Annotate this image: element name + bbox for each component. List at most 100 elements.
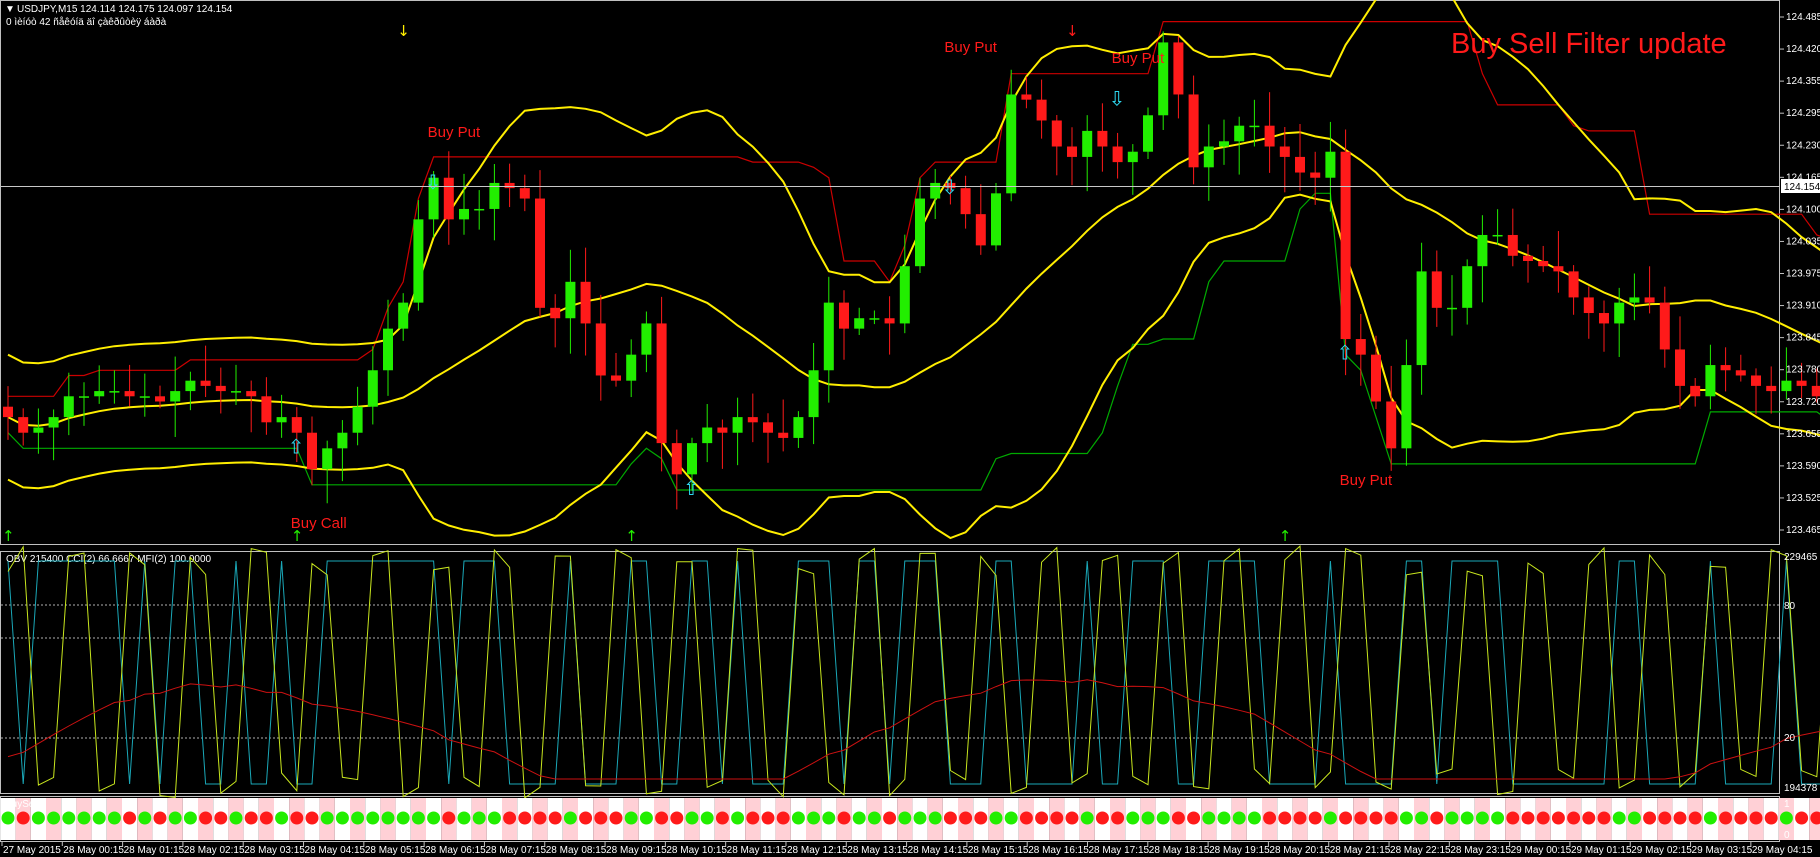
candle-body — [991, 193, 1001, 246]
candle-body — [307, 432, 317, 470]
x-tick-label: 28 May 21:15 — [1330, 845, 1391, 856]
bull-candle — [1219, 119, 1229, 165]
candle-body — [367, 370, 378, 407]
buy-dot — [62, 811, 76, 825]
candle-body — [155, 396, 165, 402]
bear-candle — [1675, 316, 1685, 409]
sell-dot — [153, 811, 167, 825]
x-tick-label: 28 May 04:15 — [305, 845, 366, 856]
candle-body — [1462, 266, 1473, 308]
candle-body — [1659, 302, 1670, 350]
candle-body — [1264, 125, 1275, 147]
buy-dot — [138, 811, 152, 825]
bull-candle — [109, 370, 120, 404]
sell-dot — [1551, 811, 1565, 825]
candle-body — [732, 417, 743, 433]
bull-candle — [1249, 99, 1260, 147]
buy-dot — [898, 811, 912, 825]
candle-body — [580, 281, 591, 324]
candle-body — [1219, 141, 1229, 147]
sell-dot — [533, 811, 547, 825]
candle-body — [215, 385, 226, 392]
buy-dot — [807, 811, 821, 825]
y-tick-label: 123.910 — [1786, 301, 1820, 312]
bull-candle — [899, 234, 910, 334]
x-tick-label: 28 May 18:15 — [1149, 845, 1210, 856]
down-arrow-icon: ⇩ — [1109, 87, 1126, 111]
buy-dot — [639, 811, 653, 825]
buy-dot — [822, 811, 836, 825]
y-tick-label: 123.975 — [1786, 269, 1820, 280]
candle-body — [1675, 349, 1685, 386]
bear-candle — [1173, 36, 1184, 119]
mfi-line — [7, 545, 1820, 799]
bull-candle — [474, 190, 485, 230]
x-tick-label: 28 May 22:15 — [1390, 845, 1451, 856]
candle-body — [595, 323, 606, 376]
candle-body — [1720, 365, 1731, 371]
candle-body — [3, 406, 13, 418]
sell-dot — [259, 811, 273, 825]
upper-envelope-line — [8, 21, 1820, 397]
bull-candle — [276, 394, 287, 438]
bear-candle — [671, 429, 682, 510]
buy-dot — [1445, 811, 1459, 825]
candle-body — [200, 380, 211, 386]
candle-body — [702, 427, 713, 444]
sell-dot — [1308, 811, 1322, 825]
buy-dot — [700, 811, 714, 825]
candle-body — [1097, 130, 1108, 147]
bull-candle — [1401, 339, 1412, 466]
candle-body — [383, 328, 393, 371]
x-tick-label: 28 May 10:15 — [666, 845, 727, 856]
bull-candle — [231, 364, 241, 406]
candle-body — [671, 443, 682, 475]
y-axis: 124.485 124.420 124.355 124.295 124.230 124.1… — [1780, 12, 1820, 536]
sell-dot — [1430, 811, 1444, 825]
bull-candle — [139, 373, 150, 417]
bull-candle — [352, 386, 363, 446]
buy-dot — [275, 811, 289, 825]
sell-dot — [776, 811, 790, 825]
candle-body — [1507, 234, 1518, 256]
candle-body — [1158, 42, 1169, 116]
candle-body — [18, 417, 29, 433]
candle-body — [1447, 307, 1457, 310]
candles-layer — [3, 31, 1820, 510]
up-arrow-icon: ⇧ — [683, 476, 700, 500]
bottom-panel-label: BuySell — [5, 799, 39, 810]
down-arrow-icon: ↓ — [1066, 22, 1079, 40]
bull-candle — [79, 382, 89, 426]
candle-body — [1629, 297, 1640, 303]
bull-candle — [1416, 242, 1427, 395]
candle-body — [398, 302, 409, 329]
bear-candle — [1386, 365, 1397, 471]
sell-dot — [1035, 811, 1049, 825]
bear-candle — [1690, 378, 1701, 407]
candle-body — [170, 391, 181, 402]
x-tick-label: 28 May 07:15 — [485, 845, 546, 856]
candle-body — [124, 391, 135, 397]
candle-body — [1355, 339, 1366, 355]
bear-candle — [1811, 368, 1820, 403]
candle-body — [1371, 354, 1381, 402]
green-up-arrow-icon: ↑ — [291, 527, 304, 545]
x-tick-label: 28 May 05:15 — [365, 845, 426, 856]
bear-candle — [960, 175, 971, 229]
y-tick-label: 124.100 — [1786, 204, 1820, 215]
sell-dot — [1688, 811, 1702, 825]
candle-body — [1735, 370, 1746, 376]
bull-candle — [489, 164, 500, 241]
bear-candle — [155, 385, 165, 409]
candle-body — [1644, 297, 1655, 303]
buy-dot — [852, 811, 866, 825]
candle-body — [1796, 380, 1807, 386]
candle-body — [519, 188, 530, 199]
buy-dot — [381, 811, 395, 825]
bull-candle — [185, 371, 196, 411]
bear-candle — [1264, 92, 1275, 173]
down-arrow-icon: ⇩ — [425, 170, 442, 194]
candle-body — [1112, 146, 1123, 163]
bull-candle — [1614, 287, 1625, 357]
